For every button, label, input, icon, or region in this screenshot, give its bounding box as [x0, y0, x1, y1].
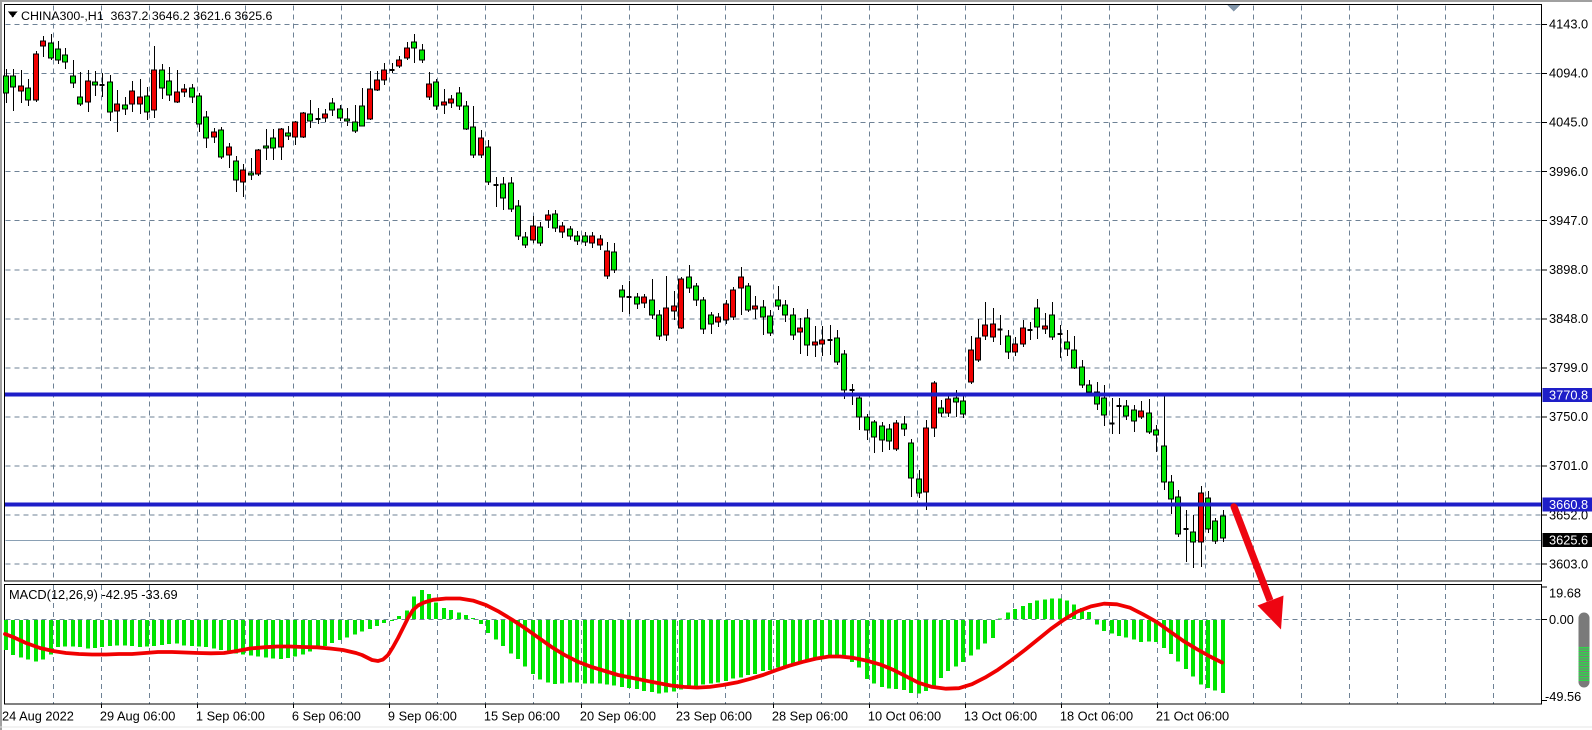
- svg-text:18 Oct 06:00: 18 Oct 06:00: [1060, 709, 1133, 724]
- svg-text:3660.8: 3660.8: [1549, 497, 1588, 512]
- svg-text:3750.0: 3750.0: [1549, 409, 1588, 424]
- svg-text:3625.6: 3625.6: [1549, 532, 1588, 547]
- svg-text:3848.0: 3848.0: [1549, 311, 1588, 326]
- svg-text:3799.0: 3799.0: [1549, 360, 1588, 375]
- svg-text:1 Sep 06:00: 1 Sep 06:00: [196, 709, 265, 724]
- svg-text:20 Sep 06:00: 20 Sep 06:00: [580, 709, 656, 724]
- svg-text:3603.0: 3603.0: [1549, 556, 1588, 571]
- svg-text:23 Sep 06:00: 23 Sep 06:00: [676, 709, 752, 724]
- svg-text:-49.56: -49.56: [1545, 689, 1581, 704]
- svg-text:3770.8: 3770.8: [1549, 387, 1588, 402]
- svg-text:21 Oct 06:00: 21 Oct 06:00: [1156, 709, 1229, 724]
- svg-text:6 Sep 06:00: 6 Sep 06:00: [292, 709, 361, 724]
- svg-text:CHINA300-,H1 3637.2 3646.2 36: CHINA300-,H1 3637.2 3646.2 3621.6 3625.6: [21, 9, 273, 23]
- svg-text:9 Sep 06:00: 9 Sep 06:00: [388, 709, 457, 724]
- svg-text:10 Oct 06:00: 10 Oct 06:00: [868, 709, 941, 724]
- svg-text:3701.0: 3701.0: [1549, 458, 1588, 473]
- svg-text:29 Aug 06:00: 29 Aug 06:00: [100, 709, 175, 724]
- svg-text:13 Oct 06:00: 13 Oct 06:00: [964, 709, 1037, 724]
- svg-text:15 Sep 06:00: 15 Sep 06:00: [484, 709, 560, 724]
- svg-text:3898.0: 3898.0: [1549, 262, 1588, 277]
- svg-text:4094.0: 4094.0: [1549, 66, 1588, 81]
- svg-text:3996.0: 3996.0: [1549, 164, 1588, 179]
- svg-text:19.68: 19.68: [1549, 586, 1581, 601]
- svg-text:4045.0: 4045.0: [1549, 115, 1588, 130]
- svg-text:24 Aug 2022: 24 Aug 2022: [2, 709, 74, 724]
- svg-text:4143.0: 4143.0: [1549, 17, 1588, 32]
- svg-text:0.00: 0.00: [1549, 612, 1574, 627]
- svg-text:28 Sep 06:00: 28 Sep 06:00: [772, 709, 848, 724]
- svg-text:3947.0: 3947.0: [1549, 213, 1588, 228]
- svg-text:MACD(12,26,9) -42.95 -33.69: MACD(12,26,9) -42.95 -33.69: [9, 587, 178, 602]
